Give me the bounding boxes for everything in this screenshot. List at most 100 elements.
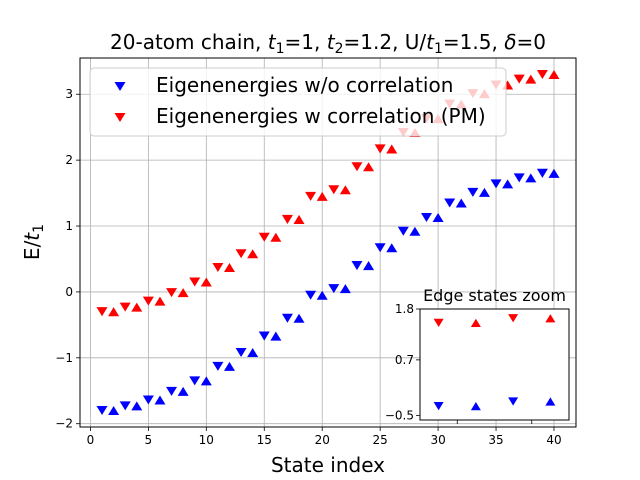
data-point: [351, 261, 363, 271]
x-tick-label: 25: [373, 433, 388, 447]
data-point: [293, 313, 305, 323]
data-point: [421, 212, 433, 222]
data-point: [177, 288, 189, 298]
inset-background: [420, 309, 569, 420]
inset-y-ticks: −0.5 0.7 1.8: [385, 302, 420, 422]
data-point: [166, 386, 178, 396]
data-point: [258, 331, 270, 341]
data-point: [281, 313, 293, 323]
x-tick-label: 5: [145, 433, 153, 447]
inset-data-point: [470, 318, 481, 327]
inset-y-tick-label: 1.8: [395, 302, 414, 316]
data-point: [513, 74, 525, 84]
data-point: [467, 187, 479, 197]
data-point: [363, 261, 375, 271]
data-point: [235, 249, 247, 259]
data-point: [548, 69, 560, 79]
data-point: [536, 69, 548, 79]
data-point: [154, 395, 166, 405]
data-point: [119, 401, 131, 411]
main-y-ticks: −2 −1 0 1 2 3: [55, 87, 80, 431]
data-point: [328, 284, 340, 294]
y-axis-label: E/t1: [20, 224, 47, 260]
x-tick-label: 40: [546, 433, 561, 447]
y-tick-label: −2: [55, 417, 73, 431]
legend-box: [89, 67, 507, 137]
legend: Eigenenergies w/o correlation Eigenenerg…: [89, 67, 507, 137]
main-x-ticks: 0 5 10 15 20 25 30 35 40: [87, 427, 562, 447]
data-point: [166, 288, 178, 298]
legend-marker-blue: [114, 82, 126, 91]
data-point: [131, 401, 143, 411]
data-point: [316, 290, 328, 300]
x-tick-label: 30: [430, 433, 445, 447]
inset-title: Edge states zoom: [423, 286, 566, 305]
inset-data-point: [433, 402, 444, 411]
inset-x-ticks: [456, 420, 533, 424]
inset-data-point: [545, 314, 556, 323]
data-point: [374, 144, 386, 154]
data-point: [131, 302, 143, 312]
data-point: [525, 74, 537, 84]
inset-data-points: [433, 314, 556, 411]
data-point: [270, 331, 282, 341]
data-point: [142, 296, 154, 306]
y-tick-label: 0: [65, 285, 73, 299]
data-point: [305, 290, 317, 300]
data-point: [212, 361, 224, 371]
data-point: [108, 406, 120, 416]
data-point: [548, 168, 560, 178]
data-point: [189, 376, 201, 386]
data-point: [339, 284, 351, 294]
data-point: [281, 214, 293, 224]
data-point: [525, 173, 537, 183]
inset-data-point: [545, 397, 556, 406]
data-point: [536, 168, 548, 178]
data-point: [108, 307, 120, 317]
data-point: [119, 302, 131, 312]
data-point: [363, 162, 375, 172]
main-axes-frame: [79, 57, 577, 428]
inset: −0.5 0.7 1.8 Edge states zoom: [385, 286, 570, 424]
data-point: [247, 348, 259, 358]
y-tick-label: 1: [65, 219, 73, 233]
data-point: [444, 198, 456, 208]
data-point: [386, 243, 398, 253]
y-tick-label: −1: [55, 351, 73, 365]
x-tick-label: 0: [87, 433, 95, 447]
inset-axes-frame: [419, 308, 570, 421]
data-point: [502, 179, 514, 189]
inset-data-point: [508, 314, 519, 323]
data-point: [328, 185, 340, 195]
data-point: [397, 226, 409, 236]
x-tick-label: 15: [257, 433, 272, 447]
inset-y-tick-label: 0.7: [395, 353, 414, 367]
data-point: [212, 263, 224, 273]
data-point: [339, 185, 351, 195]
data-point: [351, 162, 363, 172]
data-point: [142, 395, 154, 405]
inset-data-point: [470, 402, 481, 411]
x-axis-label: State index: [271, 453, 385, 477]
data-point: [270, 232, 282, 242]
data-point: [513, 173, 525, 183]
x-tick-label: 10: [199, 433, 214, 447]
x-tick-label: 20: [315, 433, 330, 447]
data-point: [409, 226, 421, 236]
data-point: [223, 361, 235, 371]
data-point: [478, 187, 490, 197]
inset-y-tick-label: −0.5: [385, 408, 414, 422]
legend-label-correlated: Eigenenergies w correlation (PM): [156, 104, 486, 128]
legend-label-uncorrelated: Eigenenergies w/o correlation: [156, 73, 453, 97]
data-point: [455, 198, 467, 208]
data-point: [189, 277, 201, 287]
x-tick-label: 35: [488, 433, 503, 447]
data-point: [432, 212, 444, 222]
data-point: [293, 214, 305, 224]
data-point: [258, 232, 270, 242]
legend-marker-red: [114, 113, 126, 122]
data-point: [96, 307, 108, 317]
data-point: [154, 296, 166, 306]
